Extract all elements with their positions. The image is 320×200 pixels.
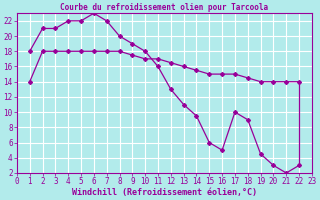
X-axis label: Windchill (Refroidissement éolien,°C): Windchill (Refroidissement éolien,°C) <box>72 188 257 197</box>
Title: Courbe du refroidissement olien pour Tarcoola: Courbe du refroidissement olien pour Tar… <box>60 3 268 12</box>
